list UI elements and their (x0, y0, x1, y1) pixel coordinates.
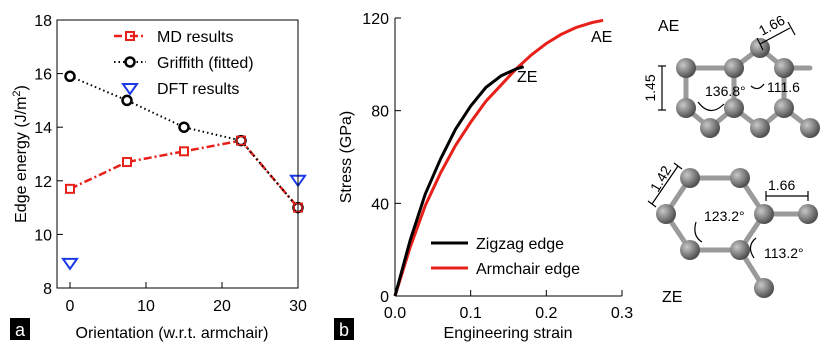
series-armchair-line (393, 18, 604, 297)
md-point-0 (65, 183, 75, 194)
legend-label-dft: DFT results (157, 81, 239, 98)
ae-angle-right: 111.6 (767, 79, 800, 95)
griffith-point-0 (64, 70, 76, 83)
panel-b-ticks: 0.0 0.1 0.2 0.3 0 40 80 120 (362, 11, 633, 322)
panel-b-xtick-label-0: 0.0 (384, 305, 406, 322)
ze-bonds (663, 175, 811, 291)
panel-a-xtick-label-0: 0 (66, 298, 75, 315)
panel-b-ylabel: Stress (GPa) (338, 111, 355, 203)
panel-a-ytick-label-1: 10 (34, 227, 52, 244)
ze-dimensions (647, 162, 809, 259)
ae-angle-inner: 136.8° (705, 83, 746, 99)
panel-b-ytick-label-1: 40 (371, 196, 389, 213)
legend-item-griffith: Griffith (fitted) (114, 55, 254, 72)
ze-angle-inner: 123.2° (704, 208, 745, 224)
legend-item-md: MD results (114, 29, 233, 46)
dft-point-0 (61, 257, 79, 271)
panel-b-label: b (334, 318, 354, 340)
panel-a-plot-frame (56, 19, 299, 289)
panel-b: 0.0 0.1 0.2 0.3 0 40 80 120 ZE AE Zigzag edge A… (334, 11, 633, 342)
panel-b-marks (393, 18, 604, 297)
ze-bond-left: 1.42 (647, 163, 675, 195)
legend-label-zigzag: Zigzag edge (476, 236, 564, 253)
panel-a-xtick-label-2: 20 (213, 298, 231, 315)
panel-b-legend: Zigzag edge Armchair edge (431, 236, 580, 278)
svg-text:a: a (15, 320, 26, 340)
legend-item-zigzag: Zigzag edge (431, 236, 564, 253)
panel-a-ytick-label-2: 12 (34, 174, 52, 191)
annotation-ae: AE (591, 29, 612, 46)
griffith-point-1 (121, 94, 133, 107)
legend-label-armchair: Armchair edge (476, 261, 580, 278)
panel-a-label: a (10, 318, 30, 340)
panel-a-xlabel: Orientation (w.r.t. armchair) (76, 325, 269, 342)
ze-atoms (656, 168, 818, 298)
legend-item-dft: DFT results (121, 81, 239, 98)
ae-label: AE (658, 18, 679, 35)
ae-dimensions (658, 21, 796, 112)
panel-a-ytick-label-5: 18 (34, 13, 52, 30)
ze-label: ZE (662, 289, 682, 306)
panel-a: 0 10 20 30 8 10 12 14 16 18 MD results Griffith (… (10, 13, 307, 342)
structure-ae: AE 1.66 1.45 136.8° 111.6 (642, 12, 820, 138)
panel-a-ytick-label-3: 14 (34, 120, 52, 137)
ae-atoms (676, 38, 820, 138)
panel-a-ytick-label-4: 16 (34, 67, 52, 84)
ze-angle-right: 113.2° (764, 245, 804, 261)
ae-bond-left: 1.45 (642, 74, 658, 101)
legend-label-griffith: Griffith (fitted) (157, 55, 254, 72)
panel-b-ytick-label-0: 0 (380, 289, 389, 306)
panel-a-ylabel: Edge energy (J/m2) (11, 85, 30, 223)
md-point-2 (179, 146, 189, 157)
panel-a-marks (61, 70, 307, 271)
panel-a-ticks: 0 10 20 30 8 10 12 14 16 18 (34, 13, 307, 315)
panel-a-xtick-label-1: 10 (137, 298, 155, 315)
legend-label-md: MD results (157, 29, 233, 46)
panel-a-xtick-label-3: 30 (289, 298, 307, 315)
structure-ze: 1.42 1.66 123.2° 113.2° ZE (647, 162, 818, 306)
griffith-point-3 (235, 134, 247, 147)
svg-text:b: b (339, 320, 349, 340)
panel-a-ytick-label-0: 8 (43, 281, 52, 298)
md-point-overlay-3 (236, 135, 246, 146)
annotation-ze: ZE (517, 69, 537, 86)
ae-bond-top: 1.66 (756, 12, 788, 39)
panel-b-xtick-label-2: 0.2 (535, 305, 557, 322)
panel-b-ytick-label-2: 80 (371, 104, 389, 121)
series-griffith-line (69, 75, 299, 209)
legend-item-armchair: Armchair edge (431, 261, 580, 278)
ze-bond-right: 1.66 (768, 177, 795, 193)
series-zigzag-line (393, 65, 525, 297)
panel-b-xtick-label-3: 0.3 (611, 305, 633, 322)
md-point-1 (122, 157, 132, 168)
panel-b-xtick-label-1: 0.1 (460, 305, 482, 322)
griffith-point-2 (178, 121, 190, 133)
panel-a-legend: MD results Griffith (fitted) DFT results (114, 29, 254, 98)
panel-b-ytick-label-3: 120 (362, 11, 389, 28)
panel-b-xlabel: Engineering strain (444, 325, 573, 342)
